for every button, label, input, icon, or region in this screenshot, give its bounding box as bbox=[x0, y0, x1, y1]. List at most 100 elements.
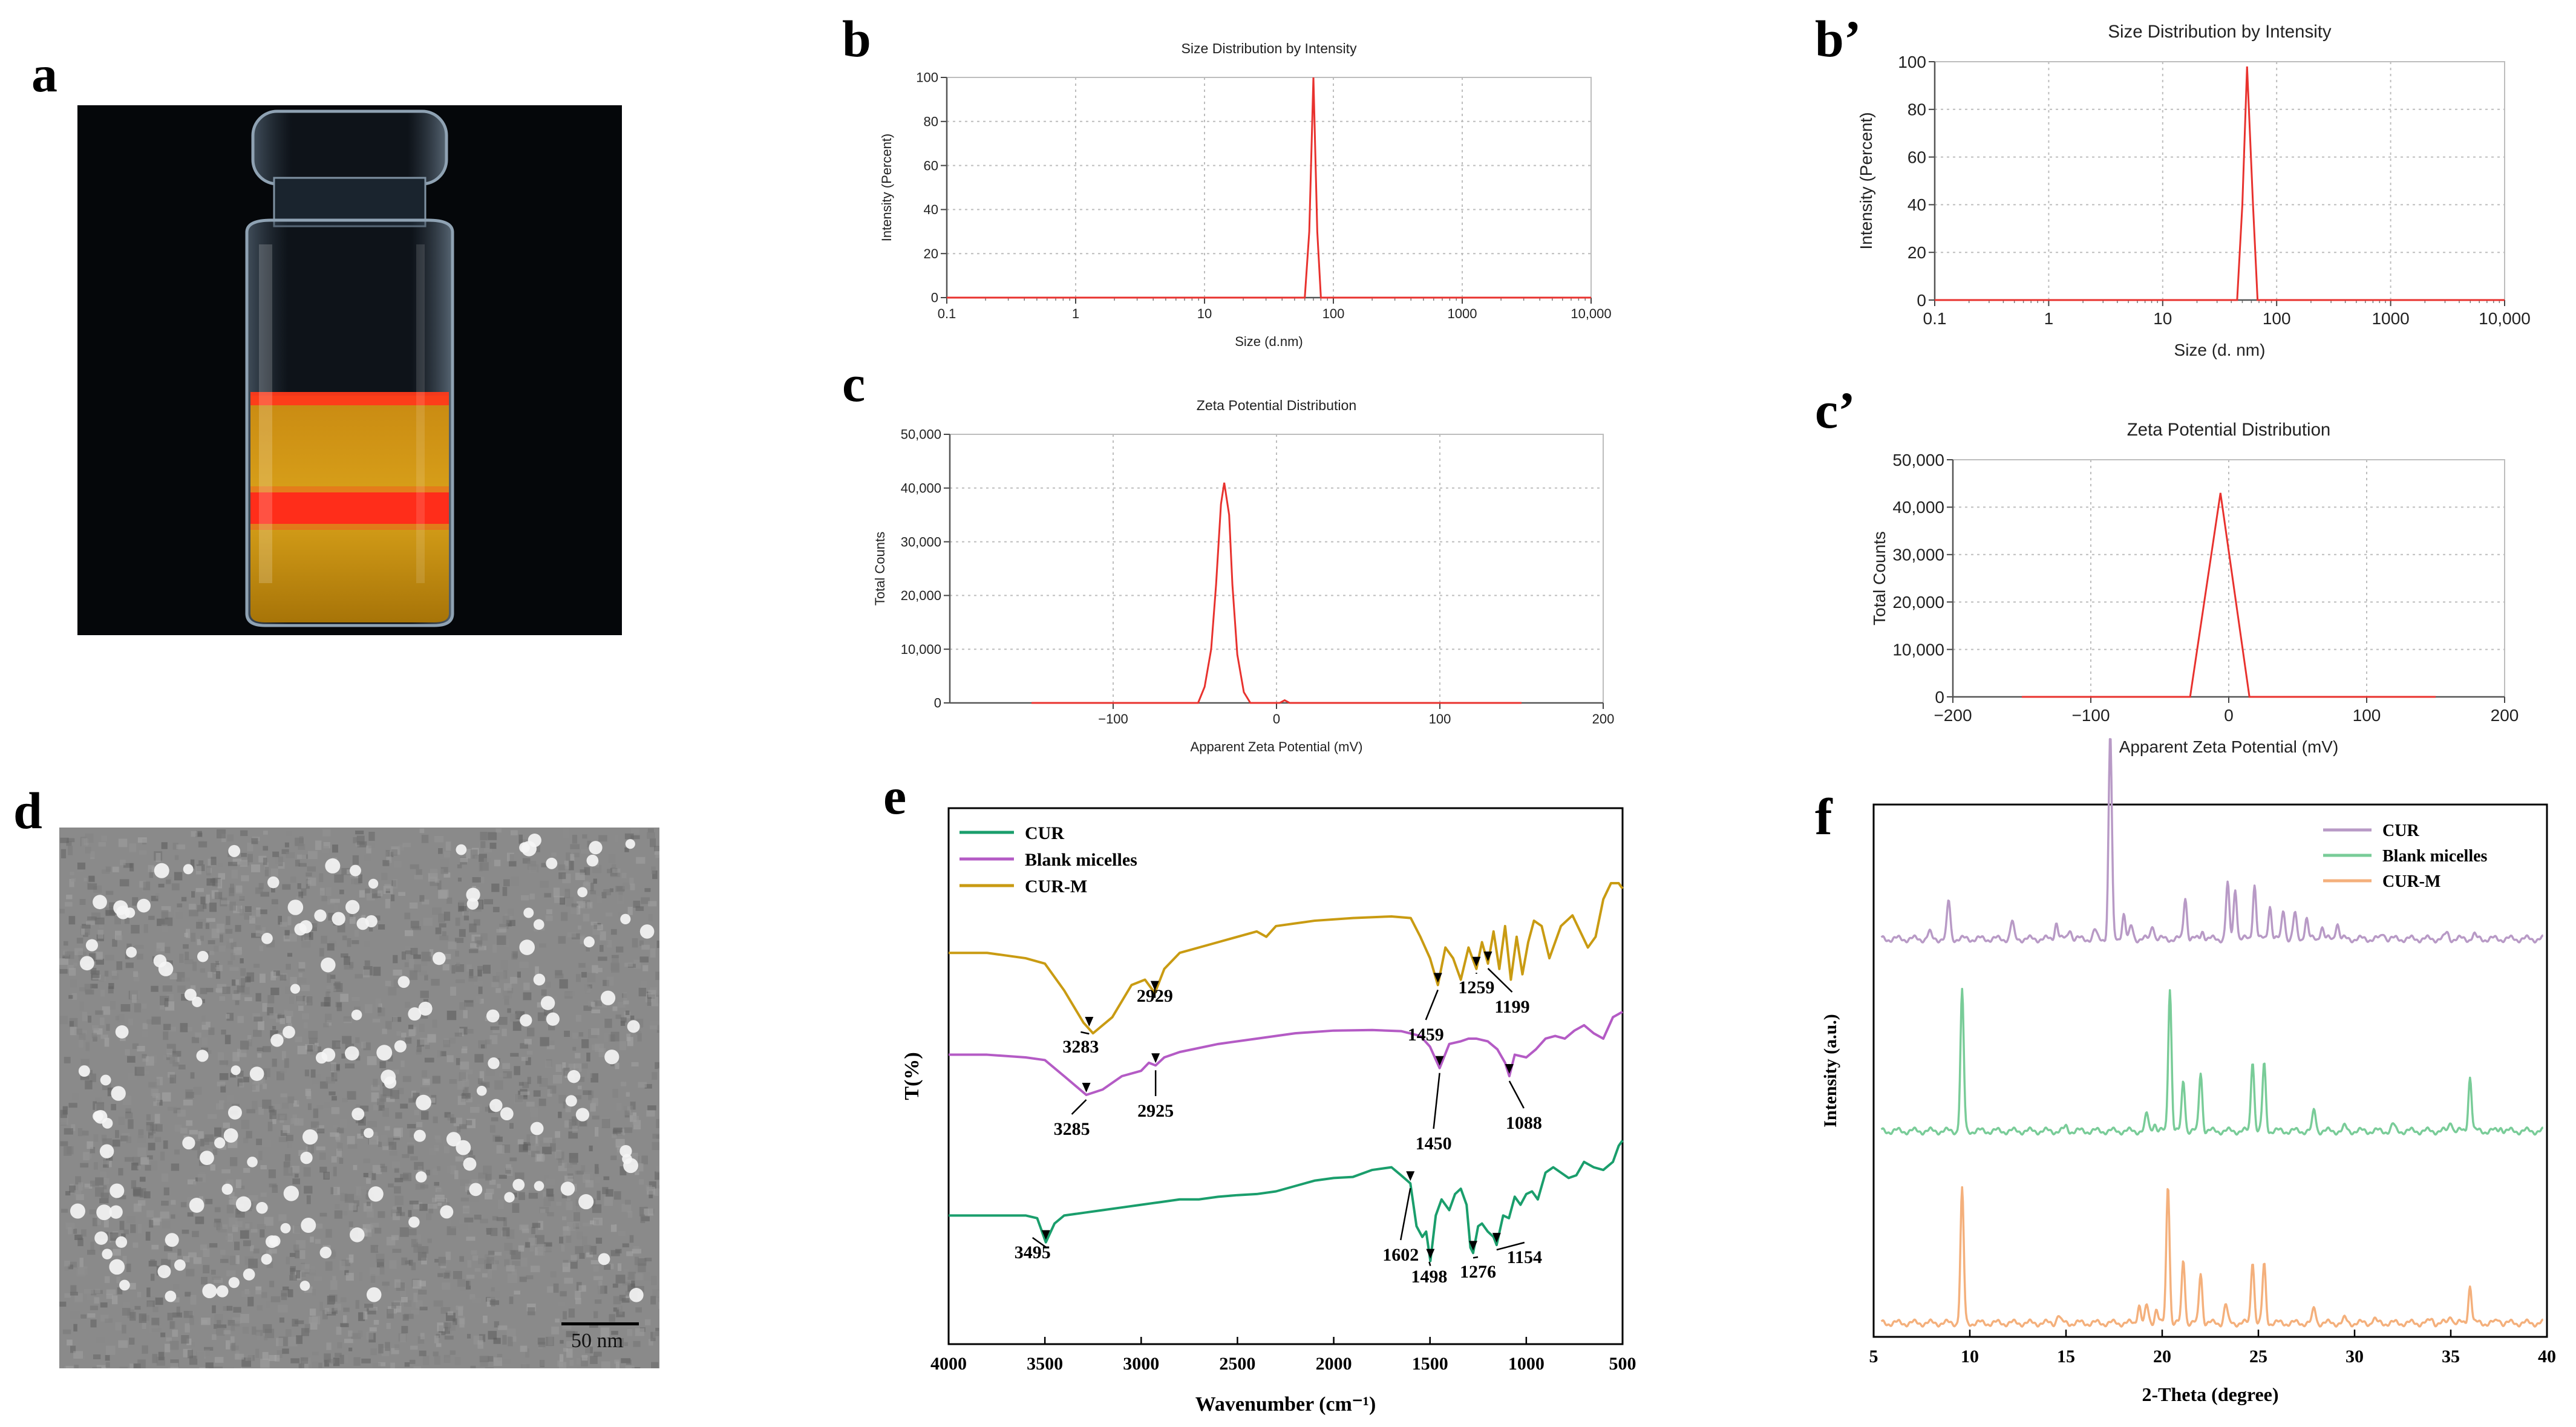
tem-noise bbox=[600, 931, 606, 941]
f-xtick-label: 20 bbox=[2153, 1347, 2171, 1367]
tem-noise bbox=[85, 847, 91, 854]
tem-noise bbox=[137, 1200, 146, 1206]
tem-noise bbox=[160, 1211, 169, 1219]
f-xtick-label: 10 bbox=[1961, 1347, 1979, 1367]
tem-noise bbox=[390, 1069, 399, 1074]
tem-noise bbox=[178, 953, 184, 963]
tem-noise bbox=[492, 1027, 500, 1034]
tem-noise bbox=[131, 924, 140, 934]
tem-noise bbox=[562, 1325, 572, 1330]
tem-noise bbox=[290, 1118, 299, 1125]
tem-noise bbox=[226, 1340, 230, 1350]
tem-noise bbox=[246, 1131, 252, 1138]
tem-noise bbox=[443, 953, 451, 959]
tem-noise bbox=[220, 1249, 226, 1255]
tem-noise bbox=[142, 1345, 148, 1354]
tem-noise bbox=[391, 849, 398, 856]
tem-noise bbox=[392, 1249, 402, 1253]
tem-noise bbox=[65, 1222, 75, 1229]
tem-noise bbox=[191, 1037, 199, 1043]
tem-noise bbox=[443, 851, 451, 858]
tem-noise bbox=[618, 1231, 626, 1236]
tem-noise bbox=[486, 1189, 494, 1195]
tem-noise bbox=[564, 1120, 572, 1128]
tem-noise bbox=[332, 1276, 336, 1281]
tem-noise bbox=[177, 1109, 186, 1117]
e-annotation-arrow bbox=[1487, 968, 1513, 993]
tem-noise bbox=[382, 1281, 390, 1286]
tem-noise bbox=[570, 907, 578, 914]
tem-particle bbox=[418, 1001, 433, 1016]
tem-noise bbox=[340, 993, 349, 1002]
tem-noise bbox=[478, 1258, 485, 1264]
tem-noise bbox=[76, 1269, 87, 1276]
tem-noise bbox=[609, 854, 616, 863]
tem-noise bbox=[214, 1207, 221, 1212]
tem-noise bbox=[253, 1016, 263, 1022]
tem-noise bbox=[510, 830, 518, 835]
tem-noise bbox=[214, 1278, 223, 1283]
tem-particle bbox=[196, 1050, 209, 1062]
tem-noise bbox=[399, 1227, 409, 1237]
tem-noise bbox=[652, 1141, 659, 1151]
tem-noise bbox=[201, 1047, 209, 1052]
e-annotation-label: 1459 bbox=[1408, 1025, 1444, 1045]
tem-noise bbox=[404, 962, 409, 967]
e-annotation-arrow bbox=[1433, 1073, 1440, 1129]
tem-noise bbox=[553, 1283, 559, 1293]
tem-noise bbox=[606, 912, 613, 917]
tem-noise bbox=[494, 1080, 503, 1090]
tem-noise bbox=[466, 1236, 476, 1241]
tem-noise bbox=[191, 932, 196, 942]
e-annotation-arrow bbox=[1496, 1241, 1525, 1251]
tem-noise bbox=[561, 1244, 565, 1252]
tem-noise bbox=[252, 1082, 260, 1092]
tem-noise bbox=[312, 1316, 321, 1325]
tem-noise bbox=[420, 1333, 425, 1340]
tem-particle bbox=[350, 1227, 365, 1243]
tem-noise bbox=[103, 1185, 107, 1190]
tem-noise bbox=[250, 1245, 254, 1252]
tem-noise bbox=[489, 843, 497, 849]
tem-noise bbox=[368, 1171, 373, 1175]
tem-noise bbox=[294, 1174, 299, 1178]
tem-noise bbox=[131, 1162, 139, 1171]
tem-noise bbox=[271, 899, 278, 904]
tem-noise bbox=[155, 1124, 163, 1132]
tem-noise bbox=[566, 1201, 573, 1210]
tem-particle bbox=[221, 1183, 233, 1195]
tem-noise bbox=[587, 840, 592, 847]
tem-noise bbox=[555, 970, 563, 976]
tem-noise bbox=[505, 1253, 511, 1258]
tem-noise bbox=[148, 1129, 156, 1134]
tem-noise bbox=[388, 987, 397, 996]
tem-noise bbox=[586, 1342, 592, 1347]
tem-noise bbox=[570, 844, 580, 849]
tem-noise bbox=[378, 1211, 385, 1218]
tem-noise bbox=[90, 967, 97, 974]
tem-noise bbox=[366, 1331, 374, 1340]
tem-noise bbox=[341, 1053, 345, 1059]
tem-noise bbox=[172, 1312, 183, 1318]
tem-noise bbox=[200, 1244, 207, 1250]
tem-noise bbox=[240, 830, 248, 837]
tem-noise bbox=[518, 1082, 524, 1086]
tem-noise bbox=[290, 976, 297, 985]
tem-noise bbox=[152, 1306, 159, 1313]
tem-noise bbox=[189, 1129, 198, 1135]
tem-noise bbox=[310, 1045, 318, 1055]
tem-noise bbox=[334, 1210, 342, 1219]
tem-noise bbox=[658, 1290, 659, 1297]
tem-noise bbox=[641, 1216, 650, 1221]
tem-noise bbox=[237, 1016, 244, 1024]
tem-noise bbox=[422, 1079, 430, 1085]
tem-particle bbox=[85, 939, 99, 952]
tem-noise bbox=[327, 943, 335, 951]
tem-noise bbox=[476, 940, 482, 947]
e-annotation-label: 3283 bbox=[1062, 1037, 1099, 1057]
tem-noise bbox=[564, 1175, 574, 1182]
tem-noise bbox=[609, 888, 613, 892]
tem-noise bbox=[378, 924, 385, 930]
tem-noise bbox=[298, 962, 306, 969]
tem-particle bbox=[200, 1151, 214, 1166]
